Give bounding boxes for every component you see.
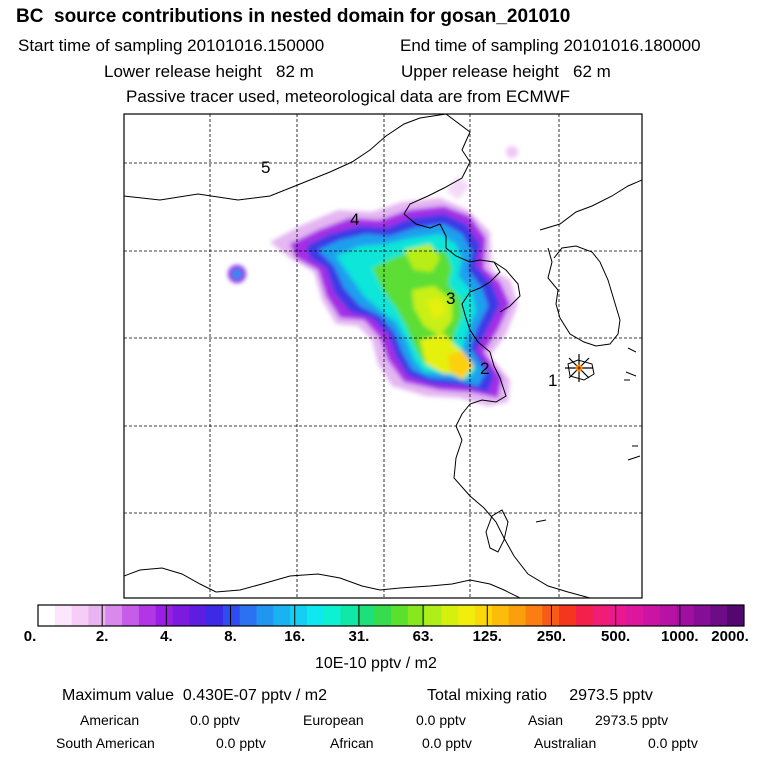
european-value: 0.0 pptv: [416, 712, 466, 728]
colorbar-tick-label: 125.: [472, 628, 502, 645]
start-time: Start time of sampling 20101016.150000: [18, 36, 325, 55]
colorbar-tick-label: 0.: [23, 628, 37, 645]
colorbar-swatch: [155, 605, 173, 626]
colorbar-swatch: [659, 605, 678, 626]
american-label: American: [80, 712, 140, 728]
asian-label: Asian: [528, 712, 564, 728]
american-value: 0.0 pptv: [190, 712, 240, 728]
colorbar-tick-label: 500.: [601, 628, 631, 645]
colorbar-swatch: [340, 605, 358, 626]
upper-release-height: Upper release height 62 m: [401, 62, 611, 81]
release-marker-3: 3: [446, 289, 455, 308]
colorbar-swatch: [643, 605, 661, 626]
release-marker-2: 2: [480, 359, 489, 378]
star-marker-icon: [565, 354, 593, 382]
colorbar-swatch: [508, 605, 526, 626]
colorbar-swatch: [71, 605, 89, 626]
colorbar-swatch: [54, 605, 73, 626]
european-label: European: [303, 712, 364, 728]
end-time: End time of sampling 20101016.180000: [400, 36, 701, 55]
colorbar-swatch: [391, 605, 409, 626]
colorbar-swatch: [172, 605, 190, 626]
colorbar-swatch: [138, 605, 157, 626]
african-value: 0.0 pptv: [422, 735, 472, 751]
south-american-label: South American: [56, 735, 155, 751]
colorbar-tick-label: 2000.: [711, 628, 749, 645]
colorbar-swatch: [189, 605, 207, 626]
colorbar-swatch: [458, 605, 476, 626]
colorbar-tick-label: 2.: [95, 628, 109, 645]
colorbar-tick-label: 63.: [412, 628, 434, 645]
colorbar-swatch: [290, 605, 308, 626]
lat-lon-grid: [124, 114, 642, 598]
colorbar-swatch: [475, 605, 493, 626]
colorbar-swatch: [609, 605, 627, 626]
australian-label: Australian: [534, 735, 597, 751]
concentration-plume: [228, 146, 518, 406]
colorbar-swatch: [575, 605, 594, 626]
colorbar-swatch: [256, 605, 274, 626]
colorbar-swatch: [441, 605, 459, 626]
colorbar-tick-label: 31.: [348, 628, 370, 645]
colorbar-swatch: [38, 605, 56, 626]
colorbar-swatch: [122, 605, 140, 626]
release-marker-1: 1: [548, 371, 557, 390]
australian-value: 0.0 pptv: [648, 735, 698, 751]
colorbar-unit: 10E-10 pptv / m2: [315, 655, 437, 672]
colorbar-tick-label: 8.: [224, 628, 237, 645]
tracer-note: Passive tracer used, meteorological data…: [126, 87, 571, 106]
south-american-value: 0.0 pptv: [216, 735, 266, 751]
map-frame: [123, 113, 643, 599]
colorbar-swatch: [491, 605, 510, 626]
colorbar-swatch: [424, 605, 442, 626]
coastlines: [124, 114, 642, 598]
colorbar-swatch: [323, 605, 341, 626]
colorbar-swatch: [525, 605, 543, 626]
asian-value: 2973.5 pptv: [595, 712, 669, 728]
colorbar-frame: [37, 604, 745, 627]
colorbar-swatch: [592, 605, 610, 626]
colorbar-swatch: [206, 605, 224, 626]
colorbar-swatch: [222, 605, 241, 626]
colorbar-tick-label: 1000.: [661, 628, 699, 645]
colorbar-swatch: [727, 605, 745, 626]
total-mixing-ratio: Total mixing ratio 2973.5 pptv: [427, 687, 653, 704]
colorbar-swatch: [676, 605, 694, 626]
colorbar-swatch: [306, 605, 325, 626]
colorbar-swatch: [542, 605, 560, 626]
plot-title: BC source contributions in nested domain…: [16, 6, 571, 27]
colorbar-tick-label: 4.: [160, 628, 173, 645]
colorbar-swatch: [374, 605, 392, 626]
colorbar-tick-label: 250.: [536, 628, 567, 645]
colorbar-tick-label: 16.: [284, 628, 306, 645]
colorbar-swatch: [559, 605, 577, 626]
colorbar-swatch: [626, 605, 644, 626]
release-marker-4: 4: [350, 210, 359, 229]
max-value: Maximum value 0.430E-07 pptv / m2: [62, 687, 328, 704]
colorbar-swatch: [693, 605, 711, 626]
colorbar-swatch: [88, 605, 106, 626]
release-marker-5: 5: [261, 158, 270, 177]
colorbar-swatch: [357, 605, 375, 626]
colorbar-swatch: [239, 605, 257, 626]
colorbar-swatch: [273, 605, 291, 626]
colorbar-swatch: [105, 605, 123, 626]
colorbar: [38, 605, 745, 626]
colorbar-swatch: [407, 605, 426, 626]
lower-release-height: Lower release height 82 m: [104, 62, 314, 81]
african-label: African: [330, 735, 374, 751]
colorbar-swatch: [710, 605, 728, 626]
